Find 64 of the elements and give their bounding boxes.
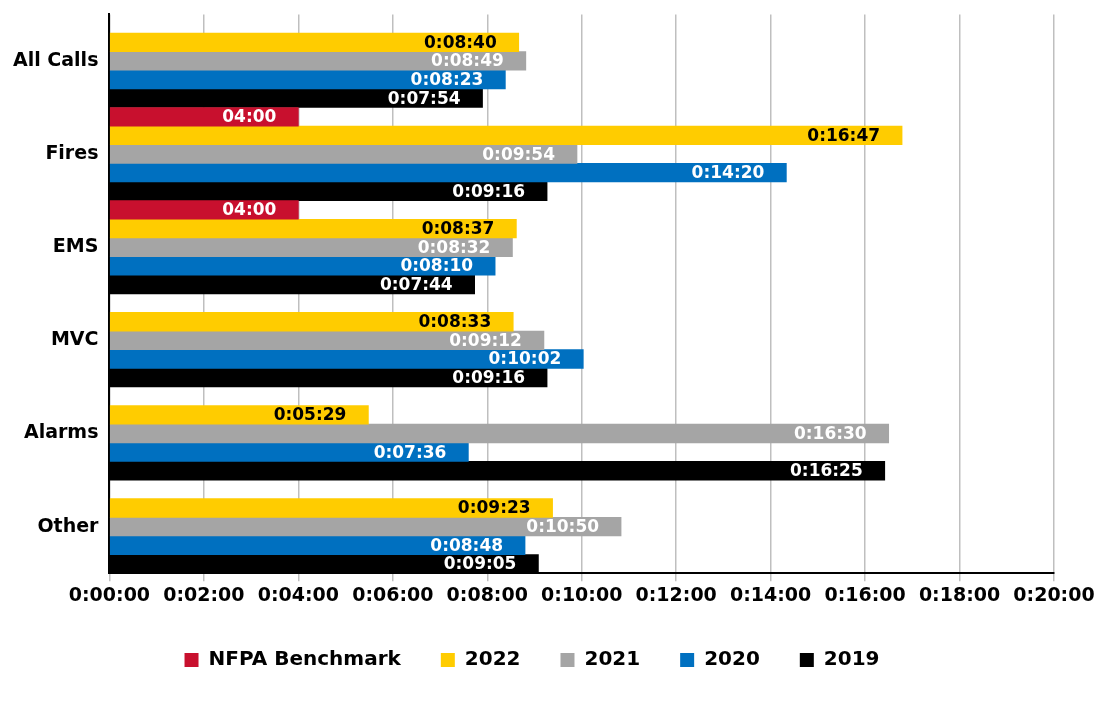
bar (109, 51, 527, 71)
x-tick-label: 0:10:00 (541, 582, 623, 605)
bar (109, 498, 553, 518)
x-tick-label: 0:02:00 (163, 582, 245, 605)
x-tick-label: 0:12:00 (635, 582, 717, 605)
data-label: 0:05:29 (273, 404, 347, 425)
y-tick-label: Alarms (23, 420, 99, 443)
y-tick-label: All Calls (12, 47, 99, 70)
data-label: 0:07:44 (379, 273, 453, 294)
bar (109, 312, 514, 332)
data-label: 0:09:23 (457, 497, 531, 518)
x-tick-label: 0:08:00 (446, 582, 528, 605)
x-tick-label: 0:04:00 (257, 582, 340, 605)
data-label: 0:08:32 (417, 236, 491, 257)
x-tick-label: 0:20:00 (1013, 582, 1095, 605)
bar (109, 349, 584, 369)
data-label: 0:16:25 (790, 460, 863, 481)
bar (109, 32, 520, 52)
data-label: 0:09:12 (449, 329, 522, 350)
data-label: 0:14:20 (691, 162, 765, 183)
x-tick-label: 0:14:00 (729, 582, 812, 605)
data-label: 0:09:16 (452, 180, 526, 201)
data-label: 0:08:23 (410, 69, 484, 90)
bar (109, 200, 299, 220)
data-label: 0:09:16 (452, 367, 526, 388)
bar (109, 330, 545, 351)
data-label: 0:09:54 (482, 143, 556, 164)
y-tick-label: Fires (45, 141, 99, 164)
data-label: 0:08:40 (424, 31, 497, 52)
bar (109, 237, 513, 257)
data-label: 0:16:47 (807, 124, 881, 145)
legend-label: 2019 (823, 646, 880, 671)
data-label: 0:10:02 (488, 348, 562, 369)
legend-label: NFPA Benchmark (208, 646, 402, 671)
data-label: 04:00 (222, 106, 277, 127)
legend-label: 2020 (704, 646, 760, 671)
bar (109, 442, 469, 462)
data-label: 0:08:49 (431, 50, 504, 71)
bar (109, 163, 787, 183)
bar (109, 125, 903, 146)
legend-label: 2022 (464, 646, 521, 671)
data-label: 0:08:48 (430, 534, 504, 555)
x-tick-label: 0:06:00 (352, 582, 434, 605)
data-label: 0:07:54 (387, 87, 461, 108)
bar (109, 256, 496, 276)
bar (109, 144, 578, 164)
data-label: 04:00 (222, 199, 277, 220)
x-tick-label: 0:00:00 (68, 582, 151, 605)
bar (109, 535, 526, 555)
y-tick-label: MVC (50, 327, 99, 350)
data-label: 0:16:30 (793, 422, 867, 443)
y-tick-label: EMS (52, 234, 99, 257)
legend-label: 2021 (584, 646, 641, 671)
bar (109, 423, 890, 444)
y-tick-label: Other (37, 513, 100, 536)
data-label: 0:07:36 (373, 441, 447, 462)
data-label: 0:08:37 (421, 218, 495, 239)
data-label: 0:08:33 (418, 311, 492, 332)
bar (109, 405, 369, 425)
data-label: 0:08:10 (400, 255, 474, 276)
x-tick-label: 0:18:00 (918, 582, 1001, 605)
data-label: 0:10:50 (526, 516, 600, 537)
data-label: 0:09:05 (443, 553, 517, 574)
x-tick-label: 0:16:00 (824, 582, 906, 605)
